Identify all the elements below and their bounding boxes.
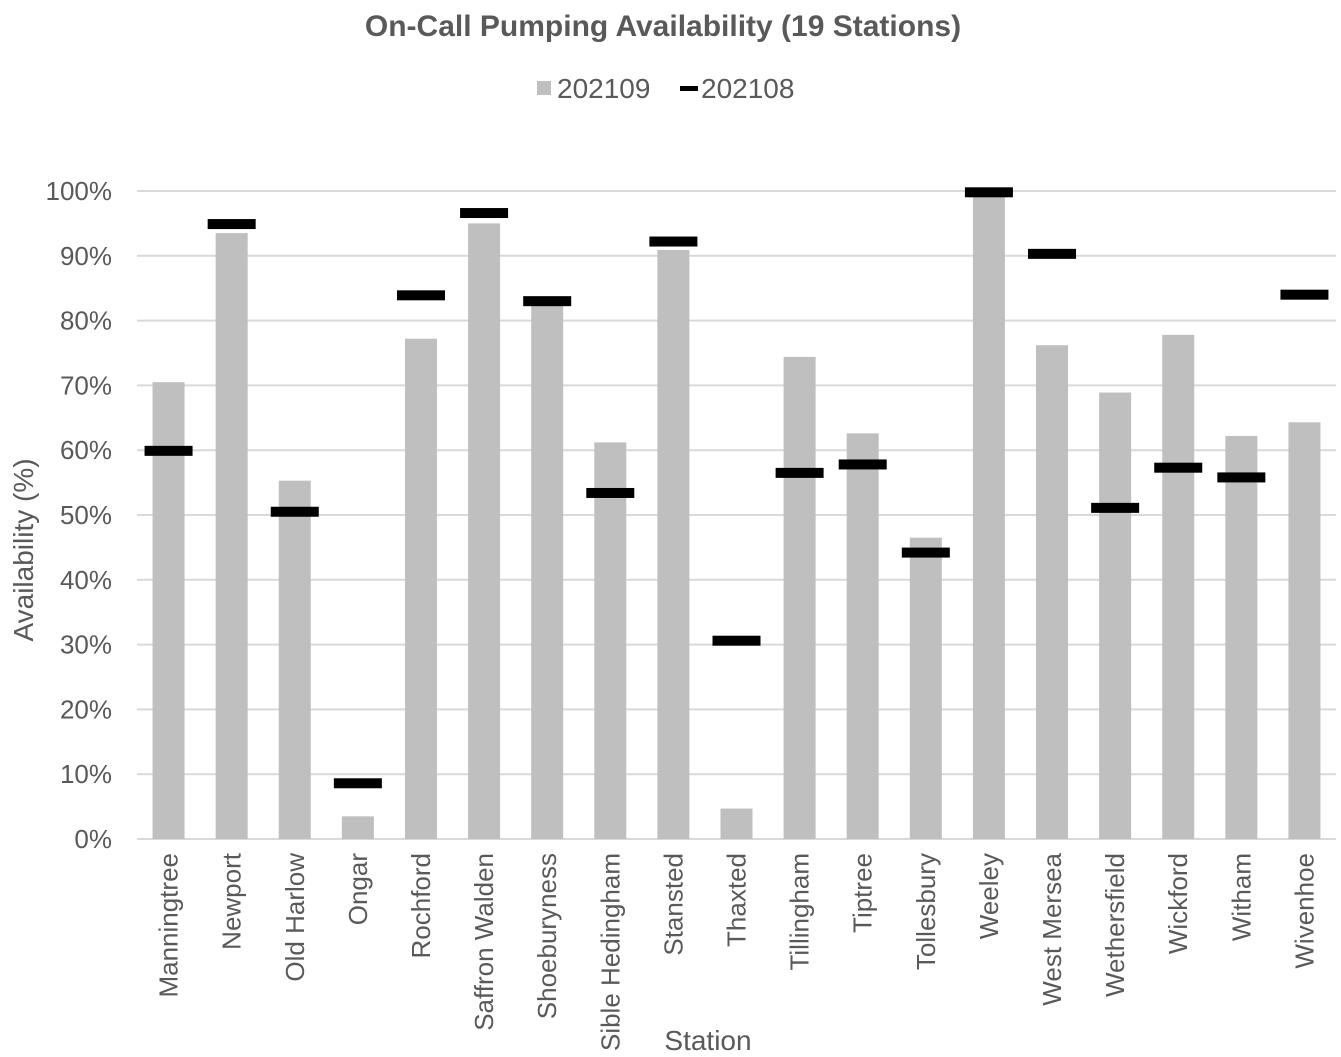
x-tick-label: Tillingham bbox=[785, 853, 815, 971]
x-tick-label: West Mersea bbox=[1037, 852, 1067, 1005]
y-tick-label: 40% bbox=[60, 565, 112, 595]
bar-202109 bbox=[783, 356, 816, 839]
y-tick-label: 50% bbox=[60, 500, 112, 530]
x-tick-label: Wickford bbox=[1163, 853, 1193, 954]
x-tick-label: Tiptree bbox=[848, 853, 878, 933]
bar-202109 bbox=[468, 223, 501, 839]
bar-202109 bbox=[720, 808, 753, 839]
bars-202109 bbox=[152, 192, 1321, 839]
x-tick-label: Thaxted bbox=[722, 853, 752, 947]
x-tick-label: Tollesbury bbox=[911, 853, 941, 970]
legend: 202109 202108 bbox=[537, 73, 794, 104]
y-tick-label: 30% bbox=[60, 630, 112, 660]
legend-label-202108: 202108 bbox=[701, 73, 794, 104]
x-tick-label: Rochford bbox=[406, 853, 436, 959]
x-tick-label: Stansted bbox=[658, 853, 688, 956]
x-tick-label: Saffron Walden bbox=[469, 853, 499, 1031]
bar-202109 bbox=[1099, 392, 1132, 839]
bar-202109 bbox=[404, 338, 437, 839]
y-axis-title: Availability (%) bbox=[8, 458, 39, 641]
x-axis-title: Station bbox=[664, 1025, 751, 1056]
bar-202109 bbox=[657, 249, 690, 839]
bar-202109 bbox=[1162, 334, 1195, 839]
legend-label-202109: 202109 bbox=[557, 73, 650, 104]
markers-202108 bbox=[144, 187, 1329, 789]
x-tick-label: Weeley bbox=[974, 853, 1004, 939]
bar-202109 bbox=[972, 192, 1005, 839]
x-tick-label: Shoeburyness bbox=[532, 853, 562, 1019]
y-tick-label: 0% bbox=[74, 824, 112, 854]
y-tick-label: 80% bbox=[60, 306, 112, 336]
marker-202108 bbox=[396, 290, 445, 301]
x-tick-label: Old Harlow bbox=[280, 853, 310, 982]
y-tick-label: 70% bbox=[60, 370, 112, 400]
gridlines bbox=[137, 190, 1336, 840]
x-tick-label: Wethersfield bbox=[1100, 853, 1130, 997]
bar-202109 bbox=[152, 382, 185, 839]
y-tick-label: 60% bbox=[60, 435, 112, 465]
x-tick-label: Ongar bbox=[343, 853, 373, 926]
x-tick-label: Manningtree bbox=[154, 853, 184, 998]
legend-swatch-202109 bbox=[537, 81, 551, 95]
marker-202108 bbox=[144, 445, 193, 456]
marker-202108 bbox=[964, 187, 1013, 198]
bar-202109 bbox=[341, 816, 374, 839]
marker-202108 bbox=[649, 236, 698, 247]
y-tick-label: 10% bbox=[60, 759, 112, 789]
marker-202108 bbox=[1280, 289, 1329, 300]
bar-202109 bbox=[846, 433, 879, 839]
bar-202109 bbox=[909, 537, 942, 839]
marker-202108 bbox=[712, 635, 761, 646]
bar-202109 bbox=[1036, 345, 1069, 839]
marker-202108 bbox=[901, 547, 950, 558]
marker-202108 bbox=[775, 467, 824, 478]
bar-202109 bbox=[594, 442, 627, 839]
x-tick-label: Newport bbox=[217, 852, 247, 950]
marker-202108 bbox=[1217, 472, 1266, 483]
marker-202108 bbox=[1154, 462, 1203, 473]
marker-202108 bbox=[1028, 248, 1077, 259]
chart-title: On-Call Pumping Availability (19 Station… bbox=[365, 10, 961, 43]
x-tick-label: Witham bbox=[1226, 853, 1256, 941]
marker-202108 bbox=[207, 219, 256, 230]
bar-202109 bbox=[215, 233, 248, 839]
marker-202108 bbox=[586, 487, 635, 498]
bar-202109 bbox=[531, 304, 564, 839]
marker-202108 bbox=[270, 506, 319, 517]
marker-202108 bbox=[1091, 502, 1140, 513]
bar-202109 bbox=[278, 480, 311, 839]
marker-202108 bbox=[838, 459, 887, 470]
y-tick-label: 90% bbox=[60, 241, 112, 271]
y-axis-ticks: 0% 10% 20% 30% 40% 50% 60% 70% 80% 90% 100% bbox=[46, 176, 113, 854]
marker-202108 bbox=[460, 208, 509, 219]
x-tick-label: Wivenhoe bbox=[1289, 853, 1319, 969]
x-tick-label: Sible Hedingham bbox=[595, 853, 625, 1051]
x-axis-labels: Manningtree Newport Old Harlow Ongar Rochfor… bbox=[154, 852, 1320, 1051]
marker-202108 bbox=[333, 778, 382, 789]
bar-202109 bbox=[1225, 435, 1258, 839]
y-tick-label: 100% bbox=[46, 176, 113, 206]
legend-swatch-202108 bbox=[680, 86, 698, 91]
y-tick-label: 20% bbox=[60, 694, 112, 724]
bar-202109 bbox=[1288, 422, 1321, 839]
marker-202108 bbox=[523, 296, 572, 307]
